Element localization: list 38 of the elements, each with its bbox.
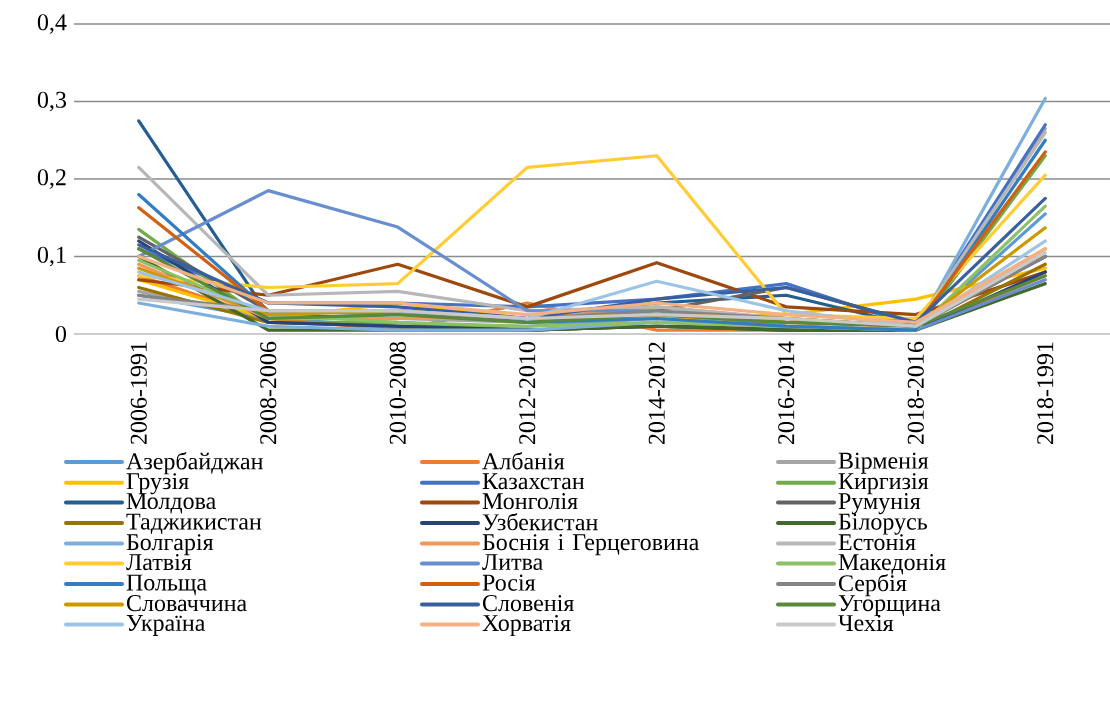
legend-label: Словаччина <box>126 595 247 612</box>
legend-label: Білорусь <box>838 513 927 535</box>
legend-label: Казахстан <box>482 473 585 490</box>
y-tick-label: 0 <box>55 325 67 343</box>
legend-label: Албанія <box>482 452 565 470</box>
y-tick-label: 0,1 <box>37 246 66 267</box>
legend-label: Грузія <box>126 473 189 495</box>
x-tick-label: 2006-1991 <box>130 342 147 444</box>
legend-label: Естонія <box>838 534 916 551</box>
legend-label: Сербія <box>838 573 907 597</box>
legend-label: Таджикистан <box>126 513 262 535</box>
x-tick-label: 2016-2014 <box>778 341 795 444</box>
x-tick-label: 2012-2010 <box>519 342 536 444</box>
legend-label: Азербайджан <box>126 452 263 475</box>
x-tick-label: 2018-1991 <box>1037 342 1054 444</box>
legend-label: Болгарія <box>126 534 214 556</box>
y-tick-label: 0,4 <box>37 14 67 34</box>
legend-label: Україна <box>126 615 206 636</box>
legend-label: Македонія <box>838 554 946 575</box>
legend-label: Польща <box>126 574 207 596</box>
x-tick-label: 2010-2008 <box>389 342 406 444</box>
legend-label: Латвія <box>126 554 192 571</box>
legend-label: Хорватія <box>482 614 571 636</box>
legend-label: Росія <box>482 574 536 591</box>
y-tick-label: 0,3 <box>37 91 66 112</box>
legend-label: Молдова <box>126 493 216 514</box>
legend-label: Узбекистан <box>482 512 598 531</box>
y-tick-label: 0,2 <box>37 169 66 189</box>
x-tick-label: 2008-2006 <box>260 341 277 444</box>
legend-label: Вірменія <box>838 452 929 474</box>
legend-label: Киргизія <box>838 473 929 495</box>
legend-label: Монголія <box>482 493 578 510</box>
x-tick-label: 2018-2016 <box>907 341 924 444</box>
legend-label: Чехія <box>838 614 894 632</box>
x-tick-label: 2014-2012 <box>648 342 665 444</box>
legend-label: Литва <box>482 554 543 571</box>
legend-label: Словенія <box>482 595 574 612</box>
legend-label: Румунія <box>838 493 921 515</box>
